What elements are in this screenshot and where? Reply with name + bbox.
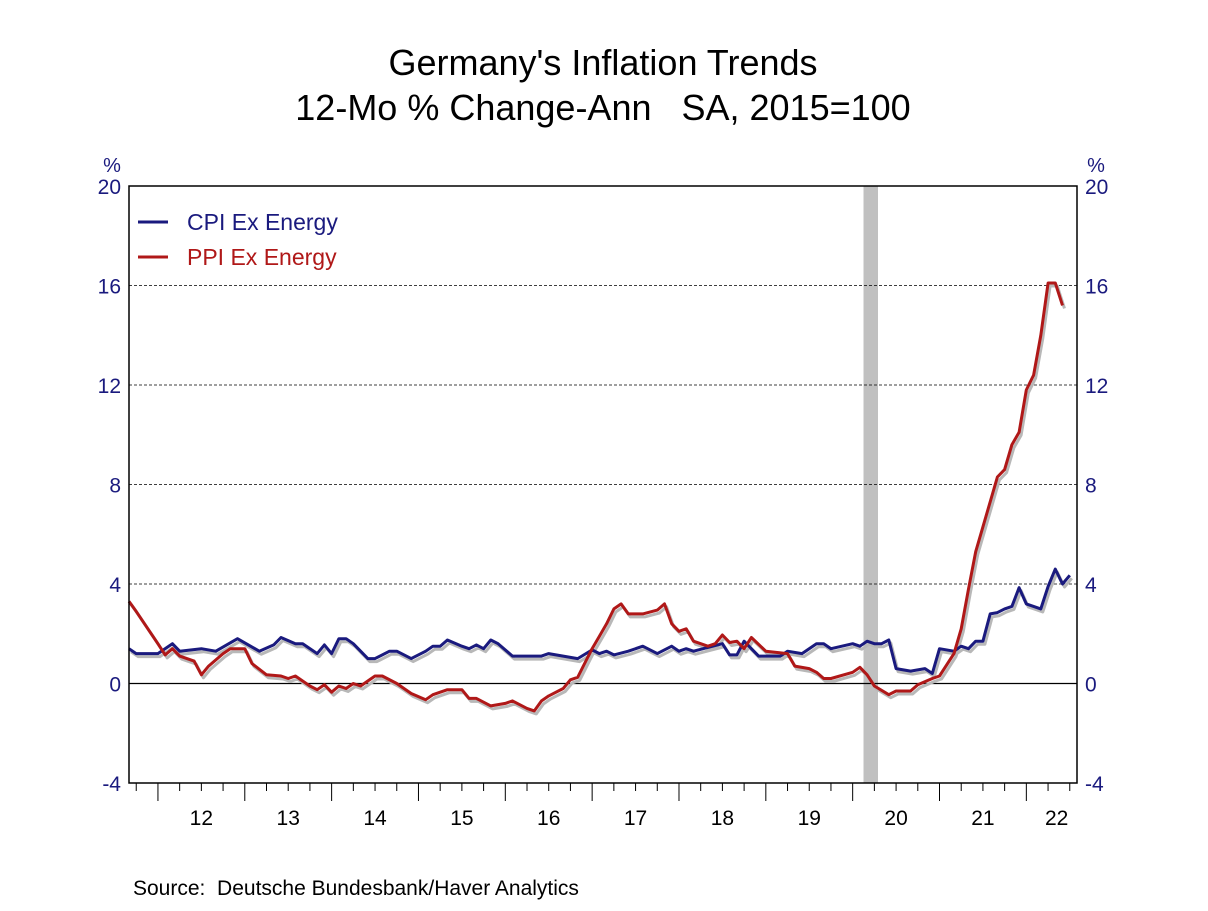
x-tick-label: 20 (884, 807, 907, 830)
x-tick-label: 16 (537, 807, 560, 830)
y-tick-labels: -4 -4 0 0 4 4 8 8 12 12 16 16 20 20 (98, 176, 1109, 796)
gridlines (129, 285, 1077, 685)
y-tick-label-right: 16 (1085, 276, 1108, 299)
chart-title: Germany's Inflation Trends (388, 42, 817, 83)
x-tick-label: 19 (798, 807, 821, 830)
y-tick-label-right: 4 (1085, 574, 1097, 597)
x-tick-label: 12 (190, 807, 213, 830)
y-tick-label-right: 0 (1085, 674, 1097, 697)
y-tick-label-left: 20 (98, 176, 121, 199)
y-unit-left: % (103, 155, 121, 177)
legend-label-ppi: PPI Ex Energy (187, 244, 337, 270)
y-tick-label-left: 12 (98, 375, 121, 398)
y-unit-right: % (1087, 155, 1105, 177)
series-shadow-ppi (129, 284, 1066, 716)
x-tick-label: 22 (1045, 807, 1068, 830)
x-tick-label: 18 (711, 807, 734, 830)
y-tick-label-right: 8 (1085, 475, 1097, 498)
y-tick-label-left: 4 (109, 574, 121, 597)
legend: CPI Ex Energy PPI Ex Energy (138, 209, 338, 270)
y-tick-label-left: 16 (98, 276, 121, 299)
x-tick-label: 13 (277, 807, 300, 830)
source-note: Source: Deutsche Bundesbank/Haver Analyt… (133, 877, 579, 900)
series-line-ppi-ex-energy (127, 281, 1064, 713)
x-tick-label: 21 (971, 807, 994, 830)
x-tick-label: 15 (450, 807, 473, 830)
x-tick-label: 17 (624, 807, 647, 830)
chart-subtitle: 12-Mo % Change-Ann SA, 2015=100 (295, 87, 910, 128)
x-tick-label: 14 (363, 807, 387, 830)
x-axis-ticks: 12 13 14 15 16 17 18 19 20 21 22 (135, 783, 1071, 830)
y-tick-label-right: -4 (1085, 773, 1104, 796)
y-tick-label-left: 0 (109, 674, 121, 697)
series-line-cpi-ex-energy (128, 567, 1071, 675)
series-shadow-cpi (130, 570, 1073, 678)
y-tick-label-right: 20 (1085, 176, 1108, 199)
legend-label-cpi: CPI Ex Energy (187, 209, 338, 235)
y-tick-label-left: 8 (109, 475, 121, 498)
y-tick-label-left: -4 (102, 773, 121, 796)
plot-frame (128, 185, 1078, 784)
y-tick-label-right: 12 (1085, 375, 1108, 398)
series-lines (127, 281, 1073, 716)
